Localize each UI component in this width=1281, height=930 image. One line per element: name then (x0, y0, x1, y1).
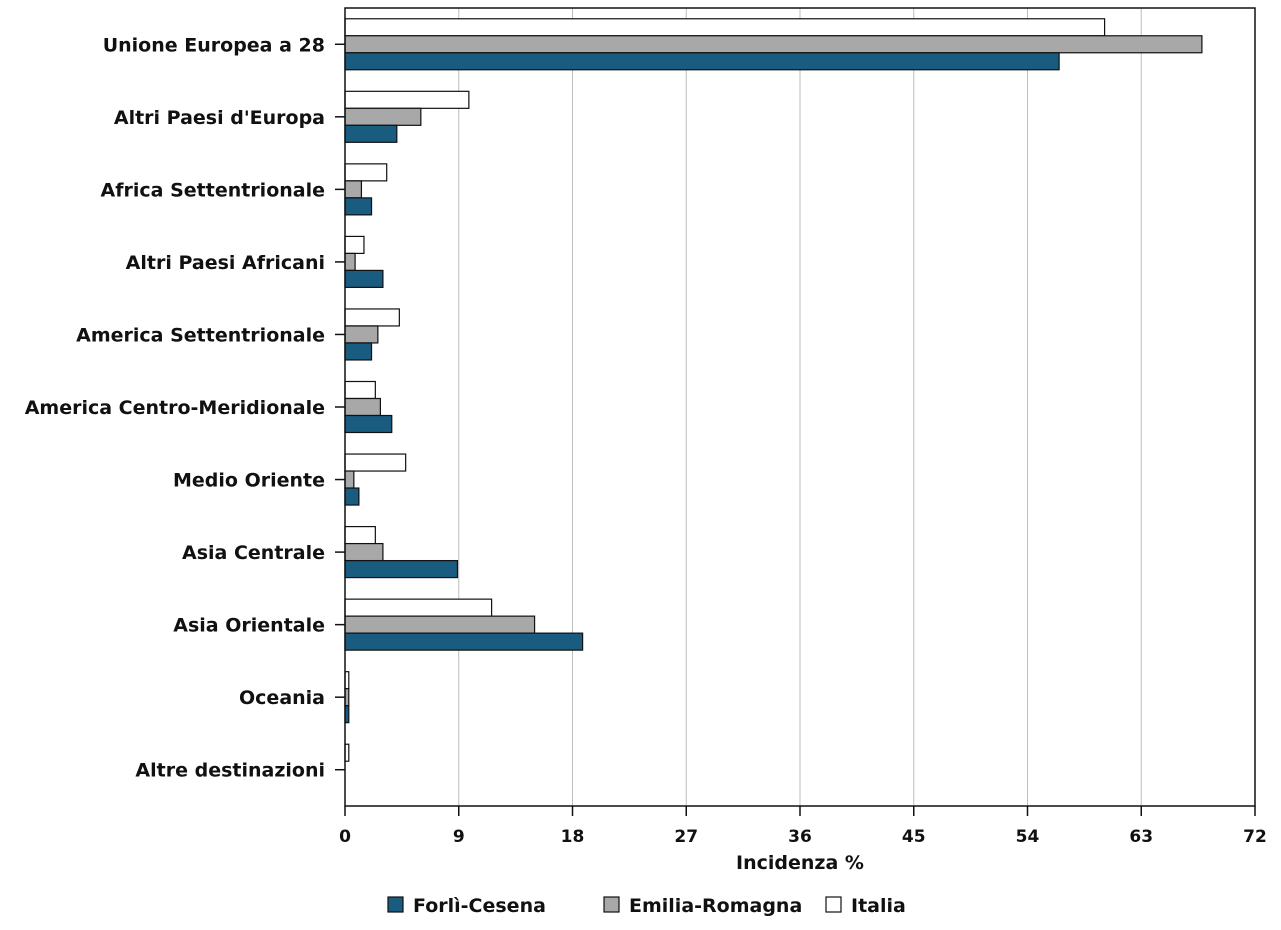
x-axis-ticks: 0 9 18 27 36 45 54 63 72 (339, 806, 1267, 847)
x-tick-label: 36 (788, 827, 812, 847)
bar-emilia-romagna (344, 542, 384, 562)
bar-italia (344, 90, 470, 109)
grid-lines (458, 8, 1142, 806)
bar-italia (344, 163, 388, 182)
bar-forli-cesena (344, 559, 459, 579)
bar-forli-cesena (344, 342, 373, 361)
legend-label: Emilia-Romagna (629, 895, 802, 917)
bar-italia (344, 308, 400, 327)
category-labels: Unione Europea a 28 Altri Paesi d'Europa A… (25, 34, 345, 782)
legend-label: Italia (851, 895, 906, 917)
legend-swatch (387, 896, 404, 913)
bar-forli-cesena (344, 487, 360, 506)
bar-emilia-romagna (344, 35, 1203, 54)
category-label: Altri Paesi d'Europa (114, 107, 325, 129)
legend: Forlì-Cesena Emilia-Romagna Italia (387, 895, 906, 917)
bar-forli-cesena (344, 124, 398, 143)
x-tick-label: 9 (453, 827, 465, 847)
x-tick-label: 18 (561, 827, 585, 847)
bar-emilia-romagna (344, 470, 355, 489)
bar-forli-cesena (344, 632, 584, 651)
bar-forli-cesena (344, 414, 393, 434)
category-label: Asia Centrale (182, 542, 325, 564)
category-label: Altri Paesi Africani (126, 252, 325, 274)
bar-forli-cesena (344, 52, 1060, 71)
x-tick-label: 45 (902, 827, 926, 847)
x-tick-label: 72 (1243, 827, 1267, 847)
x-tick-label: 0 (339, 827, 351, 847)
category-label: Oceania (239, 687, 325, 709)
bar-italia (344, 380, 376, 400)
bar-italia (344, 525, 376, 545)
category-label: Unione Europea a 28 (103, 34, 325, 56)
category-label: Asia Orientale (173, 615, 325, 637)
bar-emilia-romagna (344, 107, 422, 126)
category-label: Altre destinazioni (135, 760, 325, 782)
bar-emilia-romagna (344, 325, 379, 344)
category-label: America Centro-Meridionale (25, 397, 325, 419)
bar-italia (344, 453, 407, 472)
category-label: Medio Oriente (173, 470, 325, 492)
x-tick-label: 63 (1129, 827, 1153, 847)
category-label: America Settentrionale (76, 324, 325, 346)
x-tick-label: 54 (1016, 827, 1040, 847)
legend-label: Forlì-Cesena (413, 895, 546, 917)
x-axis-title: Incidenza % (736, 852, 864, 874)
bar-italia (344, 18, 1106, 37)
bar-italia (344, 598, 493, 617)
bar-emilia-romagna (344, 615, 536, 634)
legend-swatch (603, 896, 620, 913)
bar-emilia-romagna (344, 252, 356, 272)
bar-emilia-romagna (344, 180, 363, 199)
bar-forli-cesena (344, 269, 384, 289)
bar-forli-cesena (344, 197, 373, 216)
category-label: Africa Settentrionale (101, 179, 325, 201)
bar-emilia-romagna (344, 397, 381, 417)
legend-swatch (825, 896, 842, 913)
x-tick-label: 27 (674, 827, 698, 847)
bar-italia (344, 235, 365, 255)
bars (344, 18, 1203, 762)
